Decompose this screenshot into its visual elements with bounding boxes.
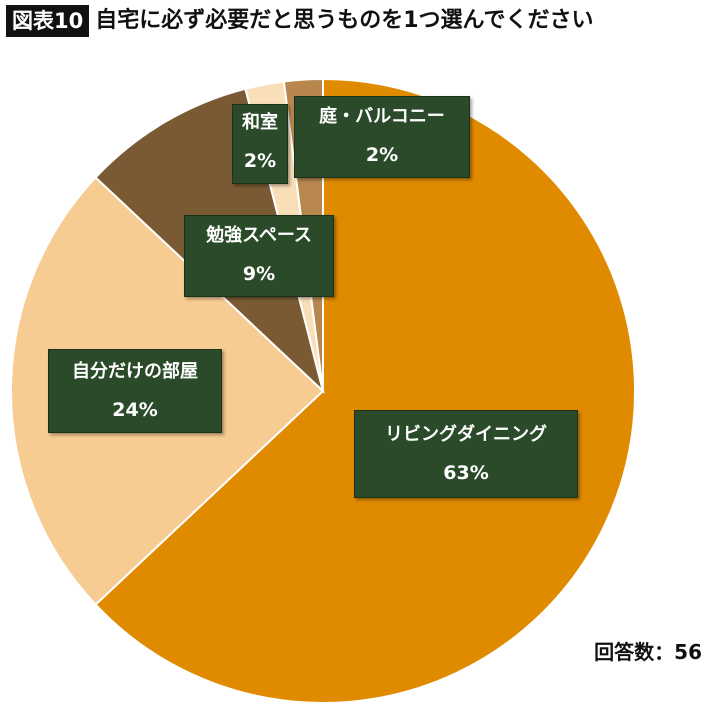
pie-slice-living-dining <box>94 77 636 704</box>
slice-label-japanese-room: 和室 2% <box>232 104 288 184</box>
slice-percent: 63% <box>443 462 489 484</box>
chart-title-row: 図表10 自宅に必ず必要だと思うものを1つ選んでください <box>6 4 593 38</box>
figure-tag: 図表10 <box>6 5 90 37</box>
slice-name: 勉強スペース <box>206 225 312 246</box>
slice-label-garden-balcony: 庭・バルコニー 2% <box>294 96 470 178</box>
slice-percent: 9% <box>242 263 276 285</box>
slice-percent: 24% <box>112 399 158 421</box>
slice-label-study-space: 勉強スペース 9% <box>184 215 334 297</box>
slice-name: リビングダイニング <box>385 424 547 445</box>
chart-title: 自宅に必ず必要だと思うものを1つ選んでください <box>95 8 594 33</box>
slice-percent: 2% <box>243 150 277 172</box>
slice-label-own-room: 自分だけの部屋 24% <box>48 349 222 433</box>
slice-label-living-dining: リビングダイニング 63% <box>354 410 578 498</box>
respondent-count: 回答数：56 <box>594 640 702 664</box>
slice-name: 自分だけの部屋 <box>72 361 198 382</box>
slice-name: 和室 <box>242 112 278 133</box>
slice-percent: 2% <box>365 144 399 166</box>
slice-name: 庭・バルコニー <box>319 106 445 127</box>
